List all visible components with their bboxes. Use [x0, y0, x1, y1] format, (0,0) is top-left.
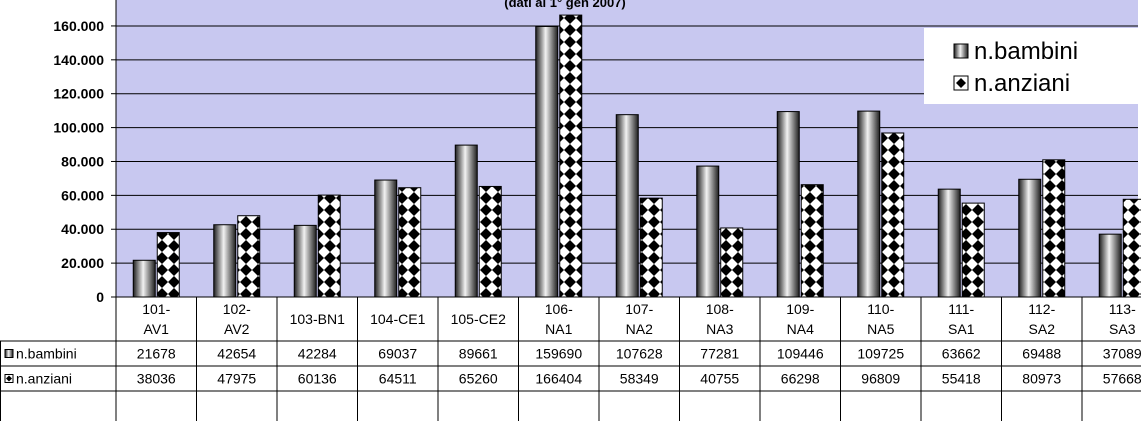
category-label: AV1: [144, 321, 170, 337]
bar-n-anziani: [478, 185, 502, 298]
legend: [924, 28, 1138, 104]
table-cell: 69037: [378, 346, 417, 362]
table-cell: 96809: [861, 371, 900, 387]
category-label: NA5: [867, 321, 894, 337]
bar-n-anziani: [639, 197, 663, 298]
row-label: n.anziani: [16, 371, 72, 387]
table-cell: 37089: [1103, 346, 1141, 362]
y-tick-label: 100.000: [53, 120, 104, 136]
legend-key-n-bambini: [953, 43, 969, 59]
bar-n-anziani: [800, 184, 824, 298]
table-cell: 63662: [942, 346, 981, 362]
y-tick-label: 60.000: [61, 187, 104, 203]
table-cell: 42284: [298, 346, 337, 362]
bar-n-anziani: [237, 215, 261, 298]
bar-n-anziani: [1122, 198, 1141, 298]
row-key-mark: [6, 375, 12, 382]
category-label: SA2: [1029, 321, 1056, 337]
y-tick-label: 0: [96, 289, 104, 305]
table-cell: 66298: [781, 371, 820, 387]
row-label: n.bambini: [16, 346, 77, 362]
table-cell: 47975: [217, 371, 256, 387]
category-label: NA3: [706, 321, 733, 337]
bar-n-bambini: [213, 224, 237, 298]
y-tick-label: 40.000: [61, 221, 104, 237]
table-cell: 69488: [1022, 346, 1061, 362]
table-cell: 60136: [298, 371, 337, 387]
category-label: 107-: [625, 301, 653, 317]
bar-n-bambini: [374, 179, 398, 298]
category-label: NA4: [787, 321, 814, 337]
bar-n-bambini: [776, 111, 800, 298]
category-label: 109-: [786, 301, 814, 317]
category-label: 105-CE2: [451, 311, 506, 327]
bar-n-anziani: [881, 132, 905, 298]
bar-n-anziani: [1042, 159, 1066, 298]
category-label: AV2: [224, 321, 250, 337]
bar-n-bambini: [132, 259, 156, 298]
bar-n-bambini: [615, 114, 639, 298]
table-cell: 159690: [535, 346, 582, 362]
category-label: 110-: [867, 301, 894, 317]
table-cell: 42654: [217, 346, 256, 362]
table-cell: 77281: [700, 346, 739, 362]
legend-label-n-anziani: n.anziani: [974, 70, 1070, 97]
table-cell: 40755: [700, 371, 739, 387]
table-cell: 57668: [1103, 371, 1141, 387]
table-cell: 166404: [535, 371, 582, 387]
bar-n-anziani: [156, 232, 180, 298]
category-label: SA3: [1109, 321, 1136, 337]
category-label: 101-: [142, 301, 170, 317]
category-label: NA1: [545, 321, 572, 337]
bar-n-bambini: [857, 110, 881, 298]
y-tick-label: 20.000: [61, 255, 104, 271]
category-label: 106-: [545, 301, 573, 317]
bar-n-bambini: [696, 165, 720, 298]
category-label: NA2: [626, 321, 653, 337]
table-cell: 21678: [137, 346, 176, 362]
table-cell: 80973: [1022, 371, 1061, 387]
category-label: 112-: [1028, 301, 1055, 317]
y-tick-label: 140.000: [53, 52, 104, 68]
category-label: 108-: [706, 301, 734, 317]
table-cell: 89661: [459, 346, 498, 362]
y-tick-label: 120.000: [53, 86, 104, 102]
table-cell: 64511: [379, 371, 417, 387]
category-label: 102-: [223, 301, 251, 317]
table-cell: 55418: [942, 371, 981, 387]
table-cell: 107628: [616, 346, 663, 362]
legend-key-mark: [956, 78, 966, 88]
bar-n-bambini: [454, 144, 478, 298]
bar-n-bambini: [535, 25, 559, 298]
bar-n-bambini: [293, 224, 317, 298]
table-cell: 109725: [857, 346, 904, 362]
bar-n-bambini: [1098, 233, 1122, 298]
row-key-n-bambini: [4, 349, 14, 358]
bar-n-anziani: [961, 202, 985, 298]
category-label: SA1: [948, 321, 975, 337]
bar-n-bambini: [1018, 178, 1042, 298]
category-label: 103-BN1: [290, 311, 345, 327]
table-cell: 65260: [459, 371, 498, 387]
table-cell: 58349: [620, 371, 659, 387]
y-tick-label: 80.000: [61, 153, 104, 169]
chart-title: (dati al 1° gen 2007): [504, 0, 626, 10]
bar-n-anziani: [398, 187, 422, 298]
bar-n-anziani: [559, 14, 583, 298]
bar-n-bambini: [937, 188, 961, 298]
table-cell: 109446: [777, 346, 824, 362]
category-label: 113-: [1109, 301, 1136, 317]
category-label: 104-CE1: [370, 311, 425, 327]
bar-n-anziani: [720, 227, 744, 298]
legend-label-n-bambini: n.bambini: [974, 38, 1078, 65]
table-cell: 38036: [137, 371, 176, 387]
category-label: 111-: [948, 301, 974, 317]
y-tick-label: 160.000: [53, 18, 104, 34]
bar-n-anziani: [317, 194, 341, 298]
